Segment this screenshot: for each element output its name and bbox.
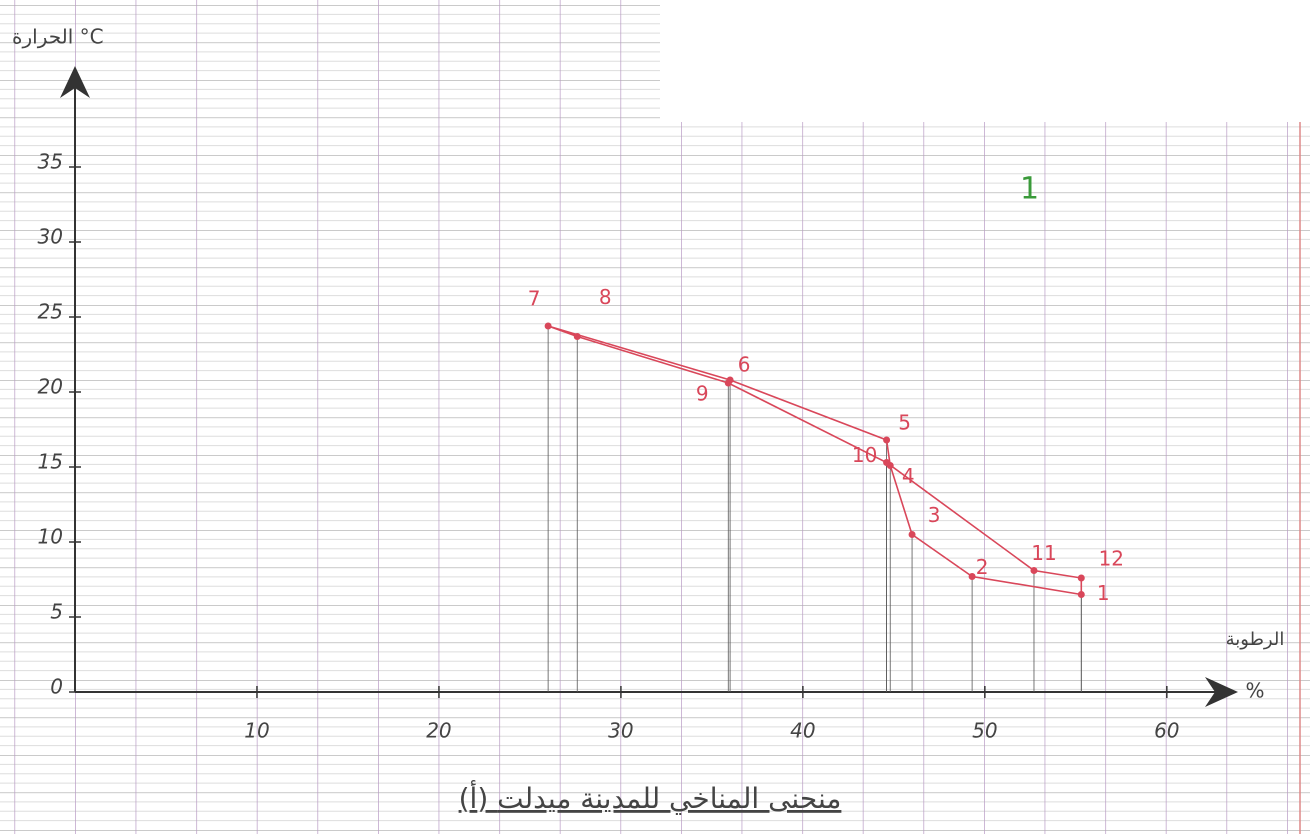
x-axis-unit: % <box>1245 679 1264 703</box>
point <box>1077 591 1085 598</box>
x-tick-label: 20 <box>426 719 451 743</box>
point-label: 1 <box>1097 581 1110 605</box>
annotation: 1 <box>1020 172 1039 207</box>
x-axis-arrow <box>1205 677 1238 707</box>
y-tick-label: 20 <box>38 375 63 399</box>
y-tick-label: 35 <box>38 150 63 174</box>
point-label: 4 <box>902 464 915 488</box>
y-tick-label: 0 <box>50 675 63 699</box>
point <box>573 333 581 340</box>
point-label: 7 <box>528 287 541 311</box>
x-tick-label: 10 <box>244 719 269 743</box>
point <box>1077 574 1085 582</box>
point <box>883 459 891 466</box>
point <box>724 379 732 387</box>
point-label: 8 <box>599 285 612 309</box>
point <box>908 531 916 538</box>
y-tick-label: 25 <box>38 300 63 324</box>
point <box>1030 567 1038 574</box>
point <box>544 322 552 330</box>
point-label: 2 <box>976 555 989 579</box>
x-axis-label: الرطوبة <box>1226 629 1285 650</box>
point <box>883 436 891 444</box>
y-axis-arrow <box>60 66 90 98</box>
point-label: 6 <box>738 353 751 377</box>
paper-edge <box>660 0 1310 122</box>
chart-title: (أ) منحنى المناخي للمدينة ميدلت <box>459 779 842 815</box>
point <box>968 573 976 580</box>
point-label: 5 <box>898 411 911 435</box>
y-axis-label: الحرارة °C <box>12 25 104 49</box>
x-tick-label: 30 <box>608 719 633 743</box>
x-tick-label: 40 <box>790 719 815 743</box>
point-label: 10 <box>852 443 877 467</box>
x-tick-label: 50 <box>972 719 997 743</box>
point-label: 3 <box>928 503 941 527</box>
y-tick-label: 30 <box>38 225 63 249</box>
y-tick-label: 10 <box>38 525 63 549</box>
point-label: 12 <box>1099 547 1124 571</box>
y-tick-label: 5 <box>50 600 63 624</box>
point-label: 11 <box>1031 541 1056 565</box>
y-tick-label: 15 <box>38 450 63 474</box>
x-tick-label: 60 <box>1154 719 1179 743</box>
point-label: 9 <box>696 382 709 406</box>
